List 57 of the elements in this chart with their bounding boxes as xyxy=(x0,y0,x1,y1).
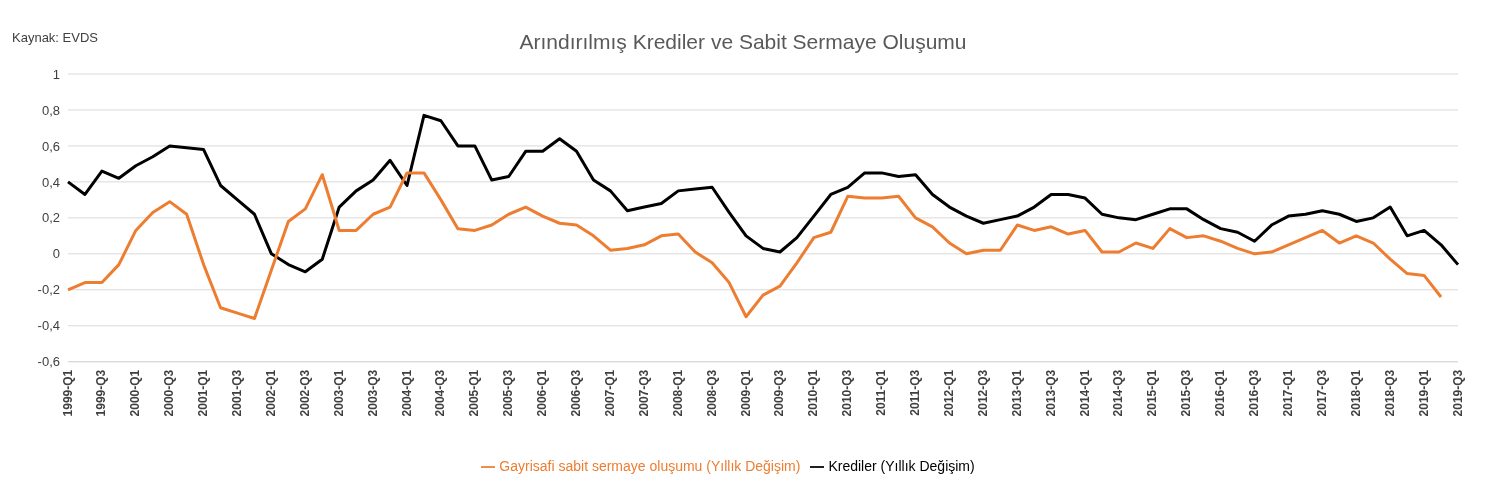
x-tick-label: 2012-Q3 xyxy=(975,369,990,417)
x-tick-label: 2017-Q3 xyxy=(1314,369,1329,417)
x-tick-label: 2010-Q1 xyxy=(806,369,821,417)
y-tick-label: 0,8 xyxy=(41,102,60,118)
x-tick-label: 2005-Q3 xyxy=(501,369,516,417)
x-tick-label: 2009-Q3 xyxy=(772,369,787,417)
x-tick-label: 2013-Q3 xyxy=(1043,369,1058,417)
x-tick-label: 2004-Q1 xyxy=(399,369,414,417)
y-tick-label: 0,6 xyxy=(41,138,60,154)
y-tick-label: -0,6 xyxy=(37,354,60,370)
y-tick-label: -0,2 xyxy=(37,282,60,298)
x-tick-label: 1999-Q1 xyxy=(60,369,75,417)
chart-title: Arındırılmış Krediler ve Sabit Sermaye Oluşumu xyxy=(519,30,967,53)
x-tick-label: 2004-Q3 xyxy=(433,369,448,417)
y-tick-label: 0,2 xyxy=(41,210,60,226)
x-tick-label: 2018-Q1 xyxy=(1348,369,1363,417)
x-tick-label: 2014-Q3 xyxy=(1111,369,1126,417)
line-series xyxy=(66,171,1443,321)
text: Kaynak: EVDS xyxy=(12,30,98,45)
x-tick-label: 2006-Q3 xyxy=(569,369,584,417)
x-tick-label: 2014-Q1 xyxy=(1077,369,1092,417)
x-tick-label: 2015-Q1 xyxy=(1145,369,1160,417)
x-tick-label: 2001-Q1 xyxy=(196,369,211,417)
x-tick-label: 2000-Q3 xyxy=(162,369,177,417)
x-tick-label: 2008-Q1 xyxy=(670,369,685,417)
x-tick-label: 2002-Q1 xyxy=(263,369,278,417)
x-tick-label: 2016-Q1 xyxy=(1213,369,1228,417)
x-tick-label: 2019-Q1 xyxy=(1416,369,1431,417)
x-tick-label: 2015-Q3 xyxy=(1179,369,1194,417)
x-tick-label: 2002-Q3 xyxy=(297,369,312,417)
x-tick-label: 2018-Q3 xyxy=(1382,369,1397,417)
x-tick-label: 2001-Q3 xyxy=(230,369,245,417)
x-tick-label: 2011-Q3 xyxy=(908,369,923,416)
x-tick-label: 2019-Q3 xyxy=(1450,369,1465,417)
y-tick-label: -0,4 xyxy=(37,318,60,334)
x-tick-label: 1999-Q3 xyxy=(94,369,109,417)
legend-label: Krediler (Yıllık Değişim) xyxy=(828,457,975,474)
x-tick-label: 2007-Q3 xyxy=(636,369,651,417)
x-tick-label: 2013-Q1 xyxy=(1009,369,1024,417)
x-tick-label: 2005-Q1 xyxy=(467,369,482,417)
x-tick-label: 2016-Q3 xyxy=(1247,369,1262,417)
line-series xyxy=(66,113,1460,274)
x-tick-label: 2003-Q1 xyxy=(331,369,346,417)
x-tick-label: 2003-Q3 xyxy=(365,369,380,417)
x-tick-label: 2006-Q1 xyxy=(535,369,550,417)
x-tick-label: 2007-Q1 xyxy=(602,369,617,417)
legend-label: Gayrisafi sabit sermaye oluşumu (Yıllık Değişim) xyxy=(499,457,801,474)
x-tick-label: 2017-Q1 xyxy=(1281,369,1296,417)
x-tick-label: 2011-Q1 xyxy=(874,369,889,416)
x-tick-label: 2012-Q1 xyxy=(941,369,956,417)
x-tick-label: 2009-Q1 xyxy=(738,369,753,417)
y-tick-label: 0,4 xyxy=(41,174,60,190)
x-tick-label: 2010-Q3 xyxy=(840,369,855,417)
y-tick-label: 1 xyxy=(52,66,60,82)
x-tick-label: 2008-Q3 xyxy=(704,369,719,417)
x-tick-label: 2000-Q1 xyxy=(128,369,143,417)
y-tick-label: 0 xyxy=(52,246,60,262)
